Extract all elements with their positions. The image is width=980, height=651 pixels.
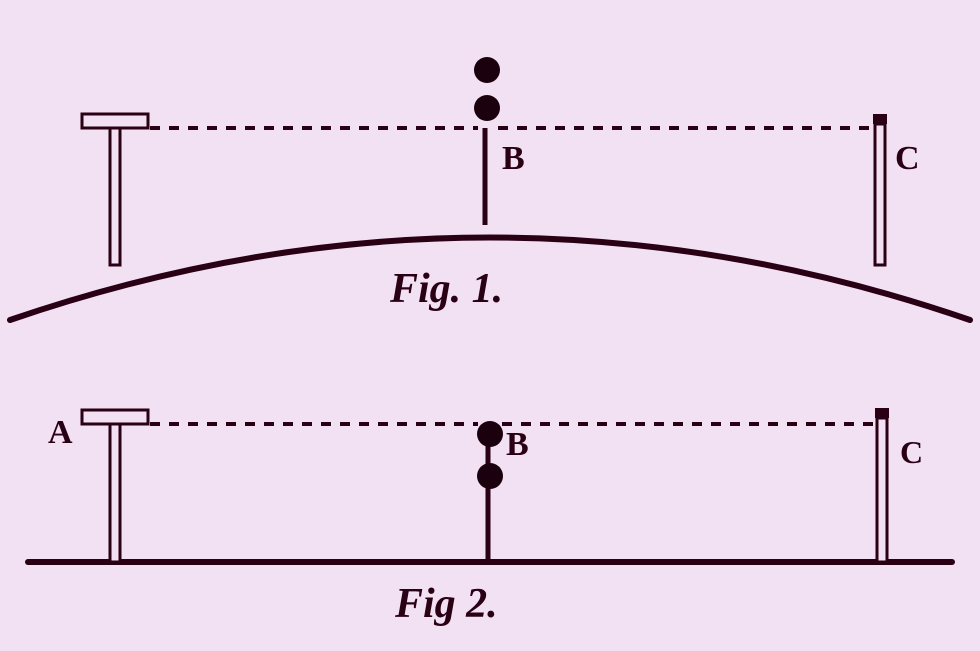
fig1-label-b: B [502, 140, 525, 178]
fig1-label-c: C [895, 140, 920, 178]
diagram-canvas [0, 0, 980, 651]
fig2-caption: Fig 2. [395, 580, 498, 628]
fig1-caption: Fig. 1. [390, 265, 503, 313]
fig2-label-b: B [506, 426, 529, 464]
fig2-label-a: A [48, 414, 73, 452]
fig2-label-c: C [900, 434, 923, 471]
